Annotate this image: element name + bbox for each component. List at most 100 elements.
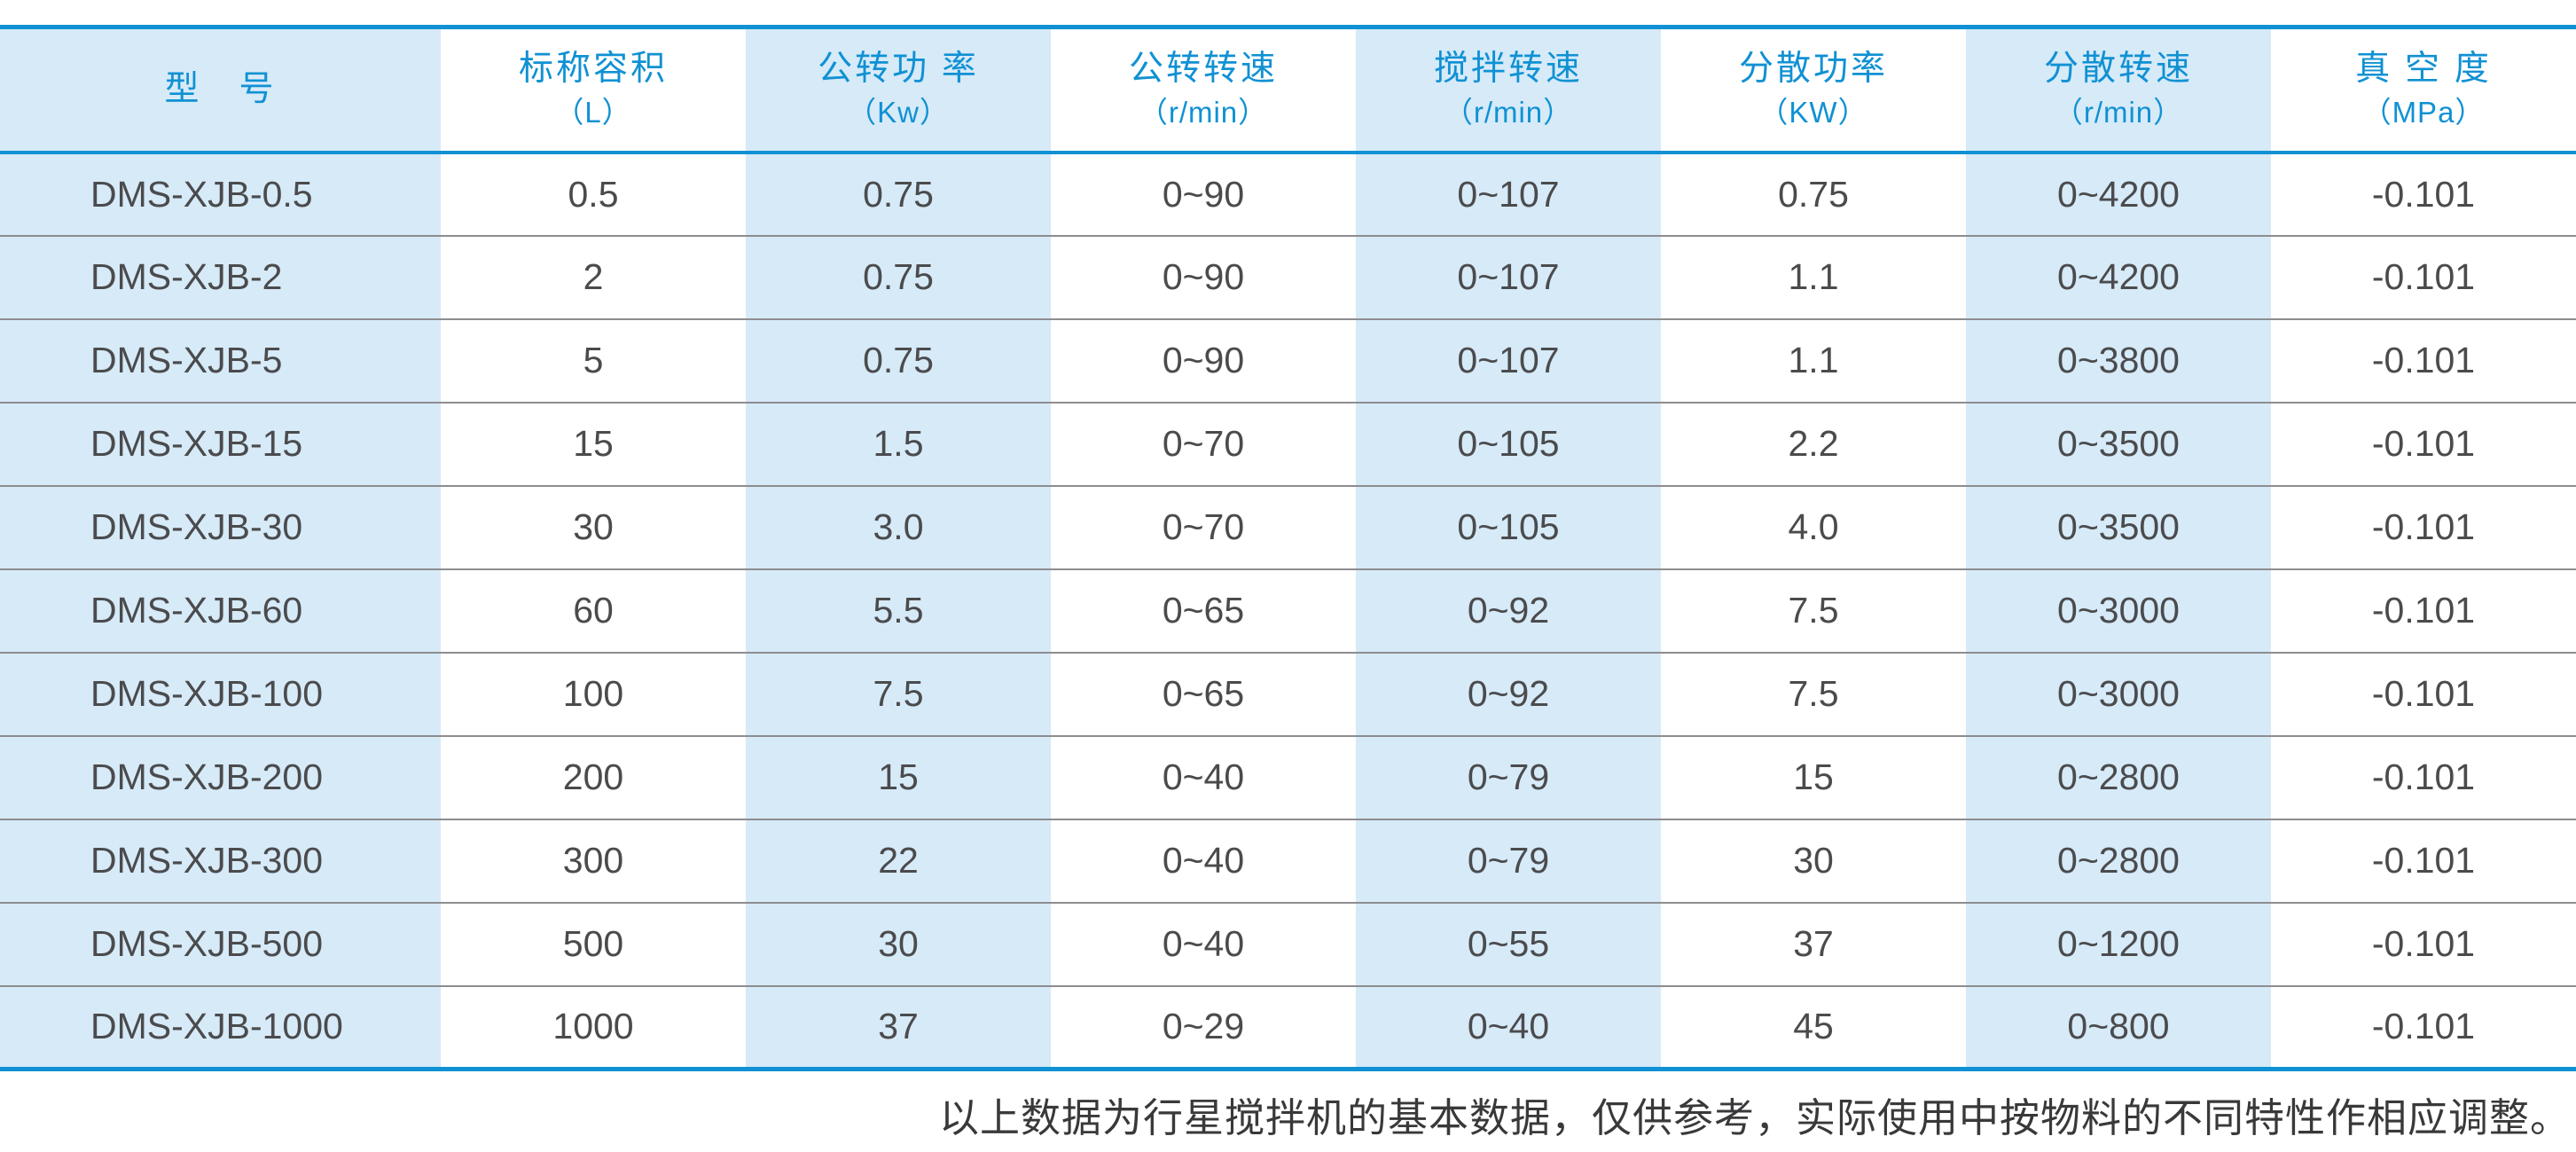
col-header-title: 公转功 率	[818, 50, 979, 89]
col-header-title: 标称容积	[518, 50, 668, 89]
col-header-unit: （r/min）	[1443, 96, 1574, 129]
value-cell: -0.101	[2271, 234, 2576, 319]
value-cell: 0.75	[746, 234, 1051, 319]
col-header-dispersion-power: 分散功率 （KW）	[1661, 27, 1966, 154]
value-cell: 15	[441, 401, 746, 486]
value-cell: -0.101	[2371, 173, 2476, 215]
value-cell: 0~107	[1356, 317, 1661, 403]
value-cell: 0.5	[568, 173, 619, 215]
model-cell: DMS-XJB-100	[0, 651, 441, 736]
model-cell: DMS-XJB-500	[0, 901, 441, 986]
value-cell: 0~70	[1051, 401, 1356, 486]
value-cell: 0~40	[1356, 984, 1661, 1070]
value-cell: 0~3000	[1966, 568, 2271, 653]
table-row: DMS-XJB-500 500 30 0~40 0~55 37 0~1200 -0.101	[0, 901, 2576, 986]
value-cell: 0~2800	[1966, 734, 2271, 819]
col-header-model: 型 号	[0, 27, 441, 154]
col-header-title: 搅拌转速	[1433, 50, 1583, 89]
value-cell: 2.2	[1661, 401, 1966, 486]
col-header-nominal-volume: 标称容积 （L）	[441, 27, 746, 154]
value-cell: 0~107	[1356, 234, 1661, 319]
value-cell: -0.101	[2271, 651, 2576, 736]
header-row: 型 号 标称容积 （L） 公转功 率 （Kw） 公转转速 （r/min） 搅拌转…	[0, 27, 2576, 154]
model-cell: DMS-XJB-0.5	[90, 173, 313, 215]
value-cell: 0~4200	[1966, 234, 2271, 319]
value-cell: 0~800	[1966, 984, 2271, 1070]
value-cell: 0~92	[1356, 568, 1661, 653]
value-cell: 22	[746, 818, 1051, 903]
value-cell: 5.5	[746, 568, 1051, 653]
table-row: DMS-XJB-15 15 1.5 0~70 0~105 2.2 0~3500 -0.101	[0, 401, 2576, 486]
value-cell: 0~90	[1162, 173, 1245, 215]
value-cell: 0.75	[863, 173, 934, 215]
spec-sheet-page: 型 号 标称容积 （L） 公转功 率 （Kw） 公转转速 （r/min） 搅拌转…	[0, 25, 2576, 1152]
col-header-unit: （r/min）	[1138, 96, 1269, 129]
value-cell: 0~1200	[1966, 901, 2271, 986]
value-cell: 200	[441, 734, 746, 819]
value-cell: 0~40	[1051, 818, 1356, 903]
model-cell: DMS-XJB-5	[0, 317, 441, 403]
col-header-dispersion-speed: 分散转速 （r/min）	[1966, 27, 2271, 154]
value-cell: 60	[441, 568, 746, 653]
table-row: DMS-XJB-300 300 22 0~40 0~79 30 0~2800 -0.101	[0, 818, 2576, 903]
value-cell: 0~3800	[1966, 317, 2271, 403]
planetary-mixer-spec-table: 型 号 标称容积 （L） 公转功 率 （Kw） 公转转速 （r/min） 搅拌转…	[0, 25, 2576, 1071]
value-cell: 0~105	[1356, 401, 1661, 486]
value-cell: 15	[1661, 734, 1966, 819]
col-header-title: 分散转速	[2043, 50, 2193, 89]
value-cell: -0.101	[2271, 984, 2576, 1070]
value-cell: 0~90	[1051, 234, 1356, 319]
value-cell: 0~3000	[1966, 651, 2271, 736]
value-cell: 37	[746, 984, 1051, 1070]
col-header-title: 公转转速	[1128, 50, 1278, 89]
col-header-title: 型 号	[164, 70, 277, 109]
model-cell: DMS-XJB-60	[0, 568, 441, 653]
table-row: DMS-XJB-2 2 0.75 0~90 0~107 1.1 0~4200 -0.101	[0, 234, 2576, 319]
col-header-revolution-speed: 公转转速 （r/min）	[1051, 27, 1356, 154]
table-row: DMS-XJB-1000 1000 37 0~29 0~40 45 0~800 -0.101	[0, 984, 2576, 1070]
value-cell: -0.101	[2271, 901, 2576, 986]
value-cell: 7.5	[746, 651, 1051, 736]
table-body: DMS-XJB-0.5 0.5 0.75 0~90 0~107 0.75 0~4200 -0.…	[0, 153, 2576, 1070]
table-row: DMS-XJB-60 60 5.5 0~65 0~92 7.5 0~3000 -0.101	[0, 568, 2576, 653]
col-header-unit: （MPa）	[2361, 96, 2486, 129]
value-cell: 0~3500	[1966, 484, 2271, 569]
value-cell: -0.101	[2271, 818, 2576, 903]
value-cell: -0.101	[2271, 484, 2576, 569]
value-cell: 30	[441, 484, 746, 569]
value-cell: 30	[746, 901, 1051, 986]
table-row: DMS-XJB-200 200 15 0~40 0~79 15 0~2800 -0.101	[0, 734, 2576, 819]
model-cell: DMS-XJB-15	[0, 401, 441, 486]
col-header-stirring-speed: 搅拌转速 （r/min）	[1356, 27, 1661, 154]
table-row: DMS-XJB-0.5 0.5 0.75 0~90 0~107 0.75 0~4200 -0.…	[0, 153, 2576, 236]
value-cell: 500	[441, 901, 746, 986]
table-row: DMS-XJB-5 5 0.75 0~90 0~107 1.1 0~3800 -0.101	[0, 317, 2576, 403]
value-cell: 0~65	[1051, 568, 1356, 653]
value-cell: -0.101	[2271, 317, 2576, 403]
value-cell: 1.1	[1661, 234, 1966, 319]
value-cell: 0~40	[1051, 734, 1356, 819]
value-cell: -0.101	[2271, 568, 2576, 653]
value-cell: 0.75	[746, 317, 1051, 403]
value-cell: 0~79	[1356, 818, 1661, 903]
value-cell: 0.75	[1778, 173, 1849, 215]
value-cell: 37	[1661, 901, 1966, 986]
footnote: 以上数据为行星搅拌机的基本数据，仅供参考，实际使用中按物料的不同特性作相应调整。	[938, 1096, 2571, 1140]
value-cell: -0.101	[2271, 734, 2576, 819]
value-cell: 0~2800	[1966, 818, 2271, 903]
value-cell: 5	[441, 317, 746, 403]
value-cell: 1000	[441, 984, 746, 1070]
value-cell: 7.5	[1661, 568, 1966, 653]
value-cell: 100	[441, 651, 746, 736]
model-cell: DMS-XJB-1000	[0, 984, 441, 1070]
table-row: DMS-XJB-30 30 3.0 0~70 0~105 4.0 0~3500 -0.101	[0, 484, 2576, 569]
value-cell: 0~79	[1356, 734, 1661, 819]
value-cell: 4.0	[1661, 484, 1966, 569]
value-cell: 0~40	[1051, 901, 1356, 986]
col-header-unit: （L）	[554, 96, 632, 129]
model-cell: DMS-XJB-2	[0, 234, 441, 319]
value-cell: 3.0	[746, 484, 1051, 569]
value-cell: 0~4200	[2057, 173, 2180, 215]
value-cell: 0~65	[1051, 651, 1356, 736]
value-cell: -0.101	[2271, 401, 2576, 486]
